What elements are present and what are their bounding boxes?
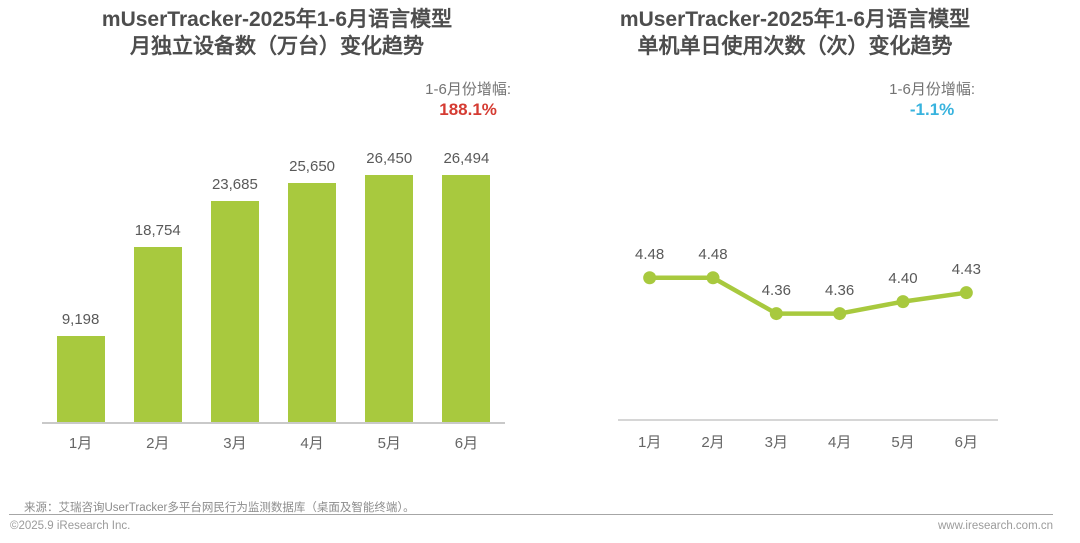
bar-5月 [365, 175, 414, 422]
line-chart-growth-annotation: 1-6月份增幅: -1.1% [889, 80, 975, 119]
line-point [896, 295, 910, 309]
line-chart-panel: mUserTracker-2025年1-6月语言模型 单机单日使用次数（次）变化… [540, 0, 1050, 470]
x-axis-label: 4月 [827, 434, 852, 451]
line-series [647, 275, 969, 316]
point-value-label: 4.48 [635, 245, 665, 263]
line-point [643, 271, 657, 285]
bar-chart-growth-annotation: 1-6月份增幅: 188.1% [425, 80, 511, 119]
growth-label: 1-6月份增幅: [889, 81, 975, 98]
bar-4月 [288, 183, 337, 422]
bar-value-label: 18,754 [134, 222, 181, 239]
source-text: 来源：艾瑞咨询UserTracker多平台网民行为监测数据库（桌面及智能终端）。 [24, 502, 415, 514]
growth-value: 188.1% [439, 100, 497, 119]
line-chart-title-line-1: mUserTracker-2025年1-6月语言模型 [619, 8, 971, 31]
bar-chart-panel: mUserTracker-2025年1-6月语言模型 月独立设备数（万台）变化趋… [0, 0, 554, 470]
x-axis-label: 5月 [377, 435, 401, 452]
point-value-label: 4.40 [888, 269, 918, 287]
bar-chart-title-line-1: mUserTracker-2025年1-6月语言模型 [101, 8, 453, 31]
bar-1月 [56, 336, 105, 422]
bar-6月 [442, 175, 491, 422]
footer-divider [9, 514, 1053, 515]
copyright-text: ©2025.9 iResearch Inc. [10, 520, 131, 532]
bar-chart-title: mUserTracker-2025年1-6月语言模型 月独立设备数（万台）变化趋… [0, 6, 554, 60]
x-axis-label: 1月 [637, 434, 662, 451]
website-text: www.iresearch.com.cn [937, 520, 1053, 532]
line-chart-svg [618, 271, 998, 421]
line-chart-title-line-2: 单机单日使用次数（次）变化趋势 [637, 35, 953, 58]
bar-2月 [133, 247, 182, 422]
line-point [769, 307, 783, 321]
bar-value-label: 9,198 [61, 311, 100, 328]
line-chart-title: mUserTracker-2025年1-6月语言模型 单机单日使用次数（次）变化… [540, 6, 1050, 60]
bar-chart-plot: 9,198 1月 18,754 2月 23,685 3月 25,650 4月 26,450 5月 2… [42, 140, 505, 452]
line-point [706, 271, 720, 285]
x-axis-label: 6月 [954, 434, 978, 451]
x-axis-label: 3月 [764, 434, 788, 451]
bar-value-label: 26,450 [366, 150, 413, 167]
x-axis-label: 2月 [146, 435, 170, 452]
x-axis-label: 4月 [300, 435, 324, 452]
x-axis-label: 1月 [68, 435, 93, 452]
x-axis-label: 3月 [223, 435, 247, 452]
point-value-label: 4.48 [698, 245, 728, 263]
point-value-label: 4.36 [761, 281, 791, 299]
bar-value-label: 23,685 [211, 176, 258, 193]
growth-value: -1.1% [909, 100, 955, 119]
line-point [959, 286, 973, 300]
point-value-label: 4.43 [951, 260, 981, 278]
line-chart-plot: 4.48 1月 4.48 2月 4.36 3月 4.36 4月 4.40 5月 4.43 6月 [618, 230, 998, 451]
x-axis-label: 5月 [891, 434, 915, 451]
x-axis-label: 2月 [701, 434, 725, 451]
growth-label: 1-6月份增幅: [425, 81, 511, 98]
bar-chart-title-line-2: 月独立设备数（万台）变化趋势 [130, 35, 424, 58]
bar-value-label: 25,650 [289, 158, 336, 175]
x-axis-label: 6月 [454, 435, 479, 452]
bar-3月 [210, 201, 259, 422]
point-value-label: 4.36 [825, 281, 855, 299]
bar-value-label: 26,494 [443, 150, 490, 167]
line-point [833, 307, 847, 321]
